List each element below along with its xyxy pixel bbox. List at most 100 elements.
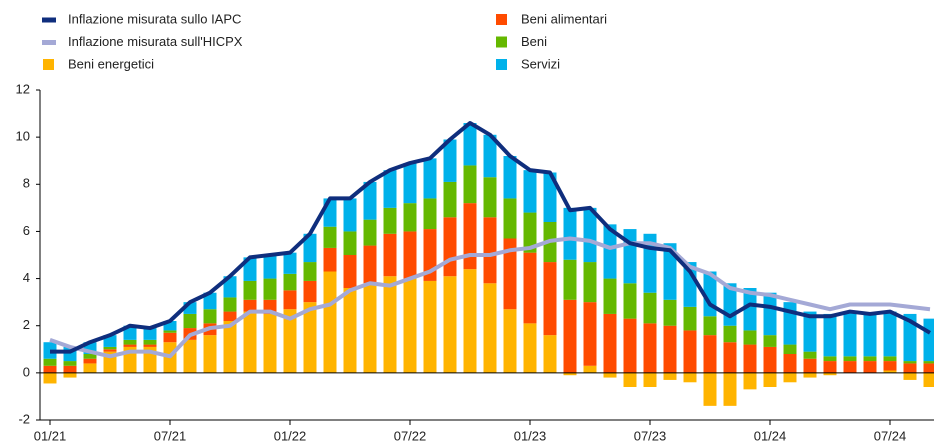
bar (663, 372, 677, 380)
bar (263, 313, 277, 373)
bar (403, 203, 417, 232)
bar (463, 165, 477, 204)
y-tick-label: 4 (23, 270, 30, 285)
y-tick-label: -2 (18, 411, 30, 426)
bar (383, 233, 397, 277)
line (49, 236, 931, 359)
bar (803, 358, 817, 373)
bar (243, 257, 257, 281)
legend-swatch (496, 36, 507, 48)
bar (523, 252, 537, 324)
bar (703, 316, 717, 336)
bar (843, 311, 857, 357)
bar (583, 302, 597, 366)
bar (743, 288, 757, 331)
bar (203, 309, 217, 324)
bar (603, 313, 617, 373)
bar (263, 255, 277, 279)
bar (923, 372, 934, 387)
bar (623, 372, 637, 387)
legend-swatch (42, 40, 56, 45)
bar (123, 344, 137, 347)
bar (523, 323, 537, 373)
bar (363, 181, 377, 220)
bar (883, 370, 897, 373)
bar (103, 346, 117, 350)
y-tick-label: 2 (23, 317, 30, 332)
bar (283, 290, 297, 310)
bar (723, 325, 737, 343)
bar (883, 356, 897, 362)
bar (103, 335, 117, 347)
bar (543, 335, 557, 373)
legend-label: Servizi (521, 56, 560, 71)
bar (343, 198, 357, 232)
bar (283, 273, 297, 291)
bar (63, 372, 77, 378)
x-tick-label: 07/23 (634, 428, 667, 443)
bar (183, 339, 197, 373)
legend-swatch (496, 59, 507, 70)
bar (43, 372, 57, 384)
y-tick-label: 12 (16, 81, 30, 96)
legend-label: Beni (521, 34, 547, 49)
bar (583, 207, 597, 263)
bar (803, 311, 817, 352)
bar (823, 313, 837, 357)
bar (623, 283, 637, 319)
bar (763, 292, 777, 336)
x-tick-label: 01/24 (754, 428, 787, 443)
bar (583, 365, 597, 373)
bar (263, 278, 277, 300)
x-tick-label: 07/24 (874, 428, 907, 443)
bar (823, 356, 837, 362)
bar (723, 372, 737, 406)
bar (743, 330, 757, 345)
bar (243, 299, 257, 312)
bar (163, 330, 177, 333)
bar (183, 302, 197, 314)
bar (643, 323, 657, 373)
bar (923, 318, 934, 362)
y-tick-label: 0 (23, 364, 30, 379)
bar (563, 372, 577, 376)
bar (823, 361, 837, 373)
bar (543, 262, 557, 336)
bar (683, 330, 697, 373)
bar (763, 372, 777, 387)
bar (763, 346, 777, 373)
bar (623, 318, 637, 373)
bar (323, 271, 337, 373)
bar (563, 207, 577, 260)
bar (563, 259, 577, 300)
bar (523, 212, 537, 253)
bar (83, 354, 97, 359)
bar (503, 238, 517, 310)
bar (643, 372, 657, 387)
bar (523, 170, 537, 213)
bar (143, 344, 157, 347)
legend-label: Inflazione misurata sull'HICPX (68, 34, 243, 49)
legend-label: Inflazione misurata sullo IAPC (68, 11, 241, 26)
bar (503, 198, 517, 239)
bar (223, 321, 237, 373)
bar (923, 361, 934, 364)
bar (463, 123, 477, 166)
bar (443, 139, 457, 182)
x-tick-label: 07/21 (154, 428, 187, 443)
x-tick-label: 07/22 (394, 428, 427, 443)
bar (203, 335, 217, 373)
bar (483, 134, 497, 178)
bar (163, 332, 177, 343)
legend-label: Beni alimentari (521, 11, 607, 26)
bar (483, 283, 497, 373)
bar (783, 344, 797, 354)
bar (303, 262, 317, 281)
bar (683, 306, 697, 331)
bar (503, 309, 517, 373)
bar (43, 365, 57, 373)
bar (303, 280, 317, 303)
x-tick-label: 01/23 (514, 428, 547, 443)
bar (403, 278, 417, 373)
bar (343, 231, 357, 255)
